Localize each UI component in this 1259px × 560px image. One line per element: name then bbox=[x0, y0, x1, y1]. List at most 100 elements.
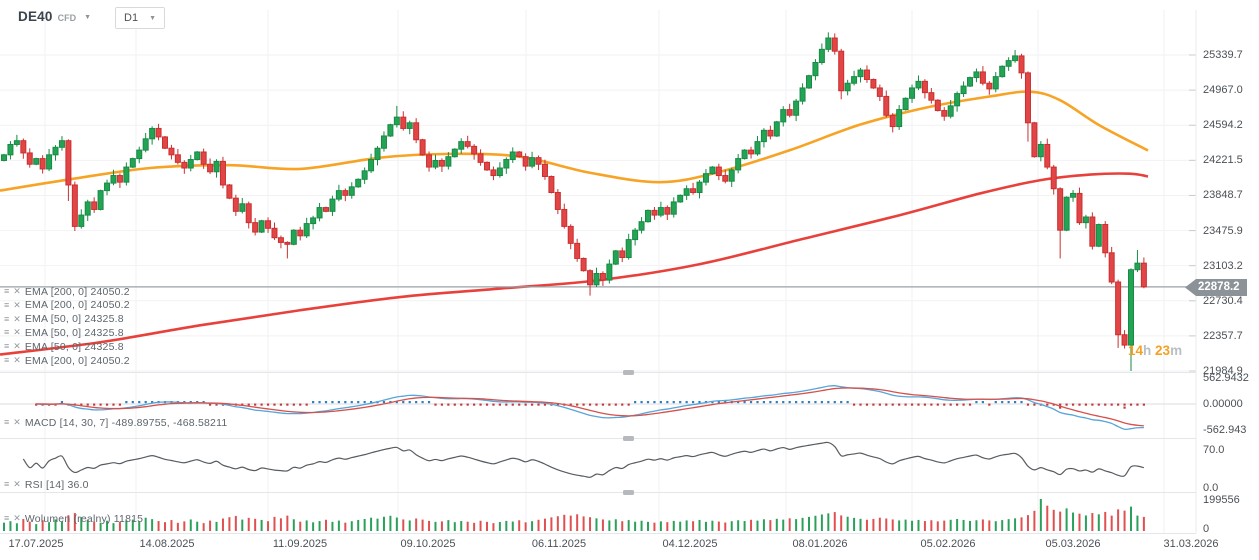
indicator-settings-icon[interactable]: ≡ bbox=[4, 417, 10, 427]
macd-histogram-dot bbox=[1020, 401, 1023, 404]
macd-histogram-dot bbox=[1033, 403, 1036, 406]
indicator-close-icon[interactable]: ✕ bbox=[13, 417, 21, 427]
volume-bar bbox=[382, 516, 385, 531]
macd-histogram-dot bbox=[357, 401, 360, 404]
indicator-close-icon[interactable]: ✕ bbox=[13, 355, 21, 365]
volume-bar bbox=[769, 520, 772, 531]
indicator-close-icon[interactable]: ✕ bbox=[13, 327, 21, 338]
current-price-badge: 22878.2 bbox=[1185, 279, 1247, 296]
pane-resize-handle[interactable] bbox=[623, 370, 634, 375]
volume-bar bbox=[775, 518, 778, 531]
indicator-settings-icon[interactable]: ≡ bbox=[4, 513, 10, 523]
price-axis-label: 24594.2 bbox=[1203, 119, 1243, 132]
candlestick bbox=[806, 75, 812, 89]
volume-bar bbox=[196, 521, 199, 531]
indicator-close-icon[interactable]: ✕ bbox=[13, 313, 21, 324]
candlestick bbox=[870, 78, 877, 89]
candlestick bbox=[181, 161, 188, 169]
macd-histogram-dot bbox=[1084, 403, 1088, 406]
volume-bar bbox=[1123, 510, 1126, 531]
candlestick bbox=[464, 141, 471, 147]
volume-bar bbox=[640, 520, 643, 531]
indicator-settings-icon[interactable]: ≡ bbox=[4, 341, 10, 352]
volume-bar bbox=[1052, 509, 1055, 531]
volume-bar bbox=[859, 518, 862, 531]
macd-histogram-dot bbox=[743, 401, 746, 404]
indicator-close-icon[interactable]: ✕ bbox=[13, 479, 21, 489]
volume-bar bbox=[357, 519, 360, 531]
macd-histogram-dot bbox=[105, 403, 109, 406]
date-axis-label: 05.03.2026 bbox=[1045, 538, 1101, 550]
indicator-settings-icon[interactable]: ≡ bbox=[4, 286, 10, 296]
rsi-line bbox=[22, 441, 1145, 478]
indicator-close-icon[interactable]: ✕ bbox=[13, 299, 21, 310]
ema-50-line bbox=[0, 90, 1149, 192]
indicator-close-icon[interactable]: ✕ bbox=[13, 286, 21, 296]
timeframe-dropdown[interactable]: D1 ▼ bbox=[115, 7, 165, 29]
indicator-label-text: RSI [14] 36.0 bbox=[24, 478, 89, 491]
candlestick bbox=[1, 154, 7, 161]
volume-bar bbox=[318, 521, 321, 531]
candlestick bbox=[748, 149, 755, 155]
indicator-settings-icon[interactable]: ≡ bbox=[4, 327, 10, 338]
volume-bar bbox=[260, 519, 263, 531]
macd-histogram-dot bbox=[318, 401, 321, 404]
macd-histogram-dot bbox=[782, 401, 785, 404]
candlestick bbox=[271, 227, 278, 239]
volume-bar bbox=[189, 519, 192, 531]
timeframe-value: D1 bbox=[124, 12, 139, 24]
volume-bar bbox=[440, 521, 443, 531]
candlestick bbox=[954, 93, 961, 107]
macd-histogram-dot bbox=[923, 403, 927, 406]
macd-histogram-dot bbox=[485, 403, 489, 406]
volume-bar bbox=[788, 518, 791, 531]
pane-resize-handle[interactable] bbox=[623, 436, 634, 441]
volume-bar bbox=[1072, 512, 1075, 531]
macd-histogram-dot bbox=[601, 403, 605, 406]
volume-bar bbox=[891, 519, 894, 531]
indicator-label-text: EMA [200, 0] 24050.2 bbox=[24, 299, 130, 312]
candlestick bbox=[104, 182, 111, 192]
macd-histogram-dot bbox=[247, 403, 250, 406]
volume-bar bbox=[1020, 517, 1023, 531]
rsi-axis-label: 0.0 bbox=[1203, 482, 1219, 494]
candlestick bbox=[110, 175, 117, 184]
indicator-close-icon[interactable]: ✕ bbox=[13, 513, 21, 523]
ema-indicator-label: ≡ ✕ EMA [200, 0] 24050.2 bbox=[4, 299, 130, 312]
candlestick bbox=[432, 159, 439, 168]
volume-bar bbox=[730, 521, 733, 531]
indicator-settings-icon[interactable]: ≡ bbox=[4, 299, 10, 310]
volume-bar bbox=[1046, 505, 1049, 531]
candlestick bbox=[1063, 196, 1070, 231]
macd-histogram-dot bbox=[807, 401, 811, 404]
indicator-settings-icon[interactable]: ≡ bbox=[4, 355, 10, 365]
instrument-selector[interactable]: DE40 CFD ▼ bbox=[18, 9, 91, 24]
candlestick bbox=[741, 149, 748, 160]
volume-bar bbox=[209, 520, 212, 531]
macd-histogram-dot bbox=[1007, 401, 1010, 404]
macd-histogram-dot bbox=[988, 403, 991, 406]
macd-histogram-dot bbox=[898, 403, 901, 406]
macd-histogram-dot bbox=[511, 403, 514, 406]
macd-histogram-dot bbox=[241, 403, 244, 406]
candlestick bbox=[715, 166, 722, 177]
indicator-close-icon[interactable]: ✕ bbox=[13, 341, 21, 352]
macd-histogram-dot bbox=[408, 401, 411, 404]
macd-histogram-dot bbox=[595, 403, 598, 406]
candlestick bbox=[174, 154, 181, 163]
pane-resize-handle[interactable] bbox=[623, 490, 634, 495]
indicator-settings-icon[interactable]: ≡ bbox=[4, 313, 10, 324]
volume-bar bbox=[112, 523, 115, 531]
volume-bar bbox=[350, 521, 353, 531]
macd-axis-label: -562.943 bbox=[1203, 424, 1247, 436]
indicator-settings-icon[interactable]: ≡ bbox=[4, 479, 10, 489]
volume-bar bbox=[930, 520, 933, 531]
volume-bar bbox=[949, 519, 952, 531]
volume-axis-label: 199556 bbox=[1203, 494, 1240, 506]
volume-bar bbox=[312, 522, 315, 531]
candlestick bbox=[310, 217, 317, 225]
macd-histogram-dot bbox=[634, 401, 637, 404]
volume-bar bbox=[170, 520, 173, 531]
macd-histogram-dot bbox=[582, 403, 585, 406]
